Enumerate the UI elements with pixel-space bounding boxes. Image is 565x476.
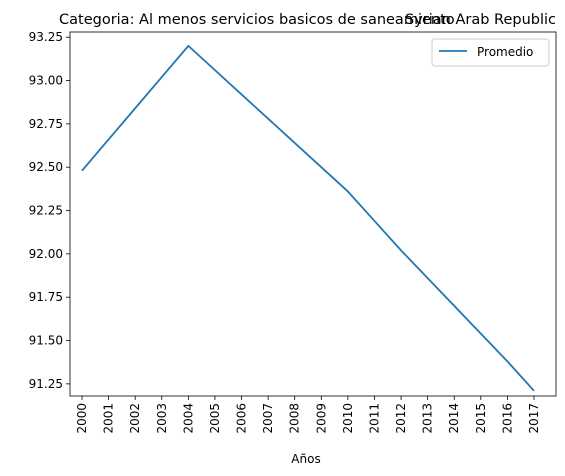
y-tick-label: 91.50 xyxy=(29,334,63,348)
x-tick-label: 2005 xyxy=(208,403,222,434)
x-tick-label: 2013 xyxy=(421,403,435,434)
x-tick-label: 2009 xyxy=(314,403,328,434)
y-tick-label: 91.75 xyxy=(29,290,63,304)
x-tick-label: 2002 xyxy=(128,403,142,434)
x-tick-label: 2017 xyxy=(527,403,541,434)
y-tick-label: 93.00 xyxy=(29,74,63,88)
x-tick-label: 2006 xyxy=(235,403,249,434)
y-tick-label: 93.25 xyxy=(29,30,63,44)
legend: Promedio xyxy=(431,38,550,67)
chart-title-right: Syrian Arab Republic xyxy=(405,12,556,28)
x-tick-label: 2004 xyxy=(181,403,195,434)
series-line-promedio xyxy=(81,44,535,392)
x-tick-label: 2000 xyxy=(75,403,89,434)
y-axis: 91.25 91.50 91.75 92.00 92.25 92.50 92.75 93.00… xyxy=(29,30,70,391)
x-axis-label: Años xyxy=(291,452,320,466)
x-tick-label: 2007 xyxy=(261,403,275,434)
axes-frame xyxy=(69,31,557,397)
x-tick-label: 2001 xyxy=(102,403,116,434)
y-tick-label: 91.25 xyxy=(29,377,63,391)
x-tick-label: 2008 xyxy=(288,403,302,434)
x-tick-label: 2003 xyxy=(155,403,169,434)
legend-label: Promedio xyxy=(477,45,533,59)
x-tick-label: 2015 xyxy=(474,403,488,434)
y-tick-label: 92.50 xyxy=(29,160,63,174)
x-tick-label: 2014 xyxy=(447,403,461,434)
x-tick-label: 2011 xyxy=(367,403,381,434)
chart-title-left: Categoria: Al menos servicios basicos de… xyxy=(59,12,455,28)
y-tick-label: 92.75 xyxy=(29,117,63,131)
y-tick-label: 92.25 xyxy=(29,204,63,218)
x-tick-label: 2012 xyxy=(394,403,408,434)
x-tick-label: 2016 xyxy=(500,403,514,434)
y-tick-label: 92.00 xyxy=(29,247,63,261)
x-axis: 2000 2001 2002 2003 2004 2005 2006 2007 2008 2009… xyxy=(75,396,541,434)
x-tick-label: 2010 xyxy=(341,403,355,434)
legend-box xyxy=(431,38,550,67)
plot-area xyxy=(81,44,535,392)
